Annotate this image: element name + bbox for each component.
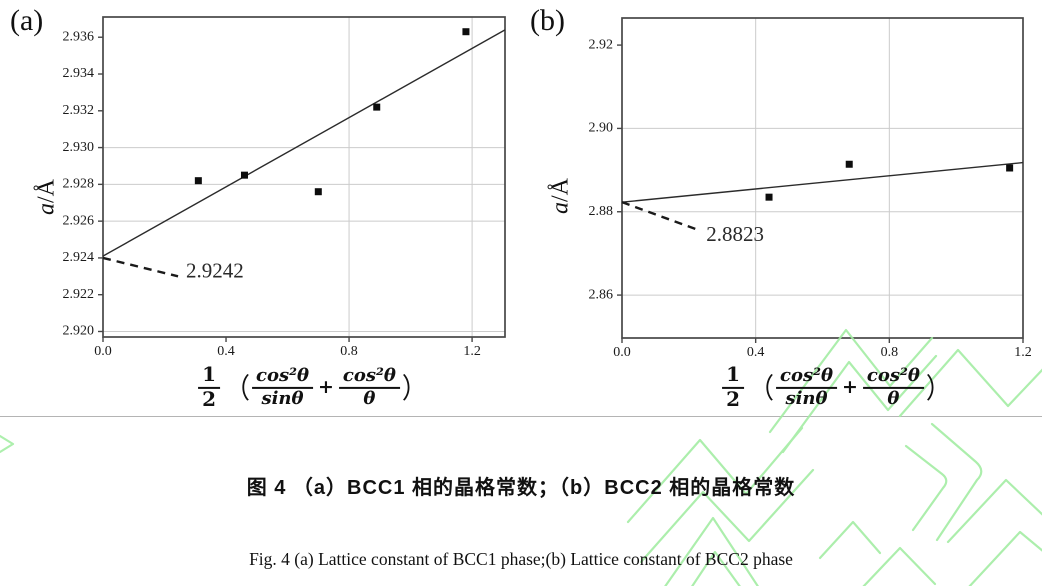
svg-text:0.4: 0.4	[747, 345, 765, 360]
y-axis-label-b-var: a	[547, 202, 574, 214]
formula-denominator-1: sinθ	[261, 387, 304, 409]
data-point-marker	[462, 28, 470, 36]
formula-numerator-2: cos²θ	[862, 366, 924, 389]
svg-text:0.0: 0.0	[94, 344, 112, 359]
formula-half-denominator: 2	[202, 386, 216, 411]
figure-caption-english: Fig. 4 (a) Lattice constant of BCC1 phas…	[249, 549, 793, 569]
svg-text:2.92: 2.92	[589, 37, 614, 52]
svg-text:1.2: 1.2	[1014, 345, 1032, 360]
formula-half-denominator: 2	[726, 386, 740, 411]
svg-text:2.926: 2.926	[63, 213, 95, 228]
page-divider-line	[0, 416, 1042, 417]
formula-plus-sign: +	[318, 376, 334, 398]
data-point-marker	[845, 160, 853, 168]
data-point-marker	[240, 171, 248, 179]
data-point-marker	[194, 177, 202, 185]
figure-caption-chinese: 图 4 （a）BCC1 相的晶格常数；（b）BCC2 相的晶格常数	[246, 477, 796, 499]
formula-numerator-1: cos²θ	[776, 366, 837, 389]
svg-text:2.922: 2.922	[63, 287, 95, 302]
data-point-marker	[1006, 164, 1014, 172]
data-point-marker	[765, 193, 773, 201]
formula-numerator-2: cos²θ	[338, 366, 400, 389]
svg-text:2.920: 2.920	[63, 324, 95, 339]
formula-denominator-2: θ	[363, 387, 376, 409]
formula-denominator-1: sinθ	[785, 387, 828, 409]
svg-text:1.2: 1.2	[463, 344, 481, 359]
formula-half-numerator: 1	[198, 363, 220, 389]
formula-plus-sign: +	[842, 376, 858, 398]
svg-text:2.90: 2.90	[589, 121, 614, 136]
formula-open-paren: （	[748, 372, 774, 405]
y-axis-label-a-unit: /Å	[33, 179, 60, 203]
formula-denominator-2: θ	[887, 387, 900, 409]
y-axis-label-b-unit: /Å	[547, 178, 574, 202]
svg-text:2.934: 2.934	[63, 66, 95, 81]
chart-panel-b: 0.0 0.4 0.8 1.2 2.86 2.88 2.90 2.92 2.8823	[589, 17, 1032, 360]
svg-text:2.88: 2.88	[589, 204, 614, 219]
chart-panel-a: 0.0 0.4 0.8 1.2 2.920 2.922 2.924 2.926 2.928 2.9…	[63, 16, 506, 359]
svg-text:2.86: 2.86	[589, 287, 614, 302]
formula-half-numerator: 1	[722, 363, 744, 389]
svg-text:2.928: 2.928	[63, 177, 95, 192]
data-point-marker	[314, 188, 322, 196]
svg-text:2.930: 2.930	[63, 140, 95, 155]
panel-letter-b: (b)	[530, 4, 565, 37]
y-axis-label-a: a/Å	[34, 179, 61, 215]
intercept-annotation: 2.9242	[186, 258, 244, 282]
svg-text:0.4: 0.4	[217, 344, 235, 359]
formula-close-paren: ）	[925, 372, 951, 405]
intercept-annotation: 2.8823	[706, 222, 764, 246]
y-axis-label-b: a/Å	[548, 178, 575, 214]
formula-open-paren: （	[224, 372, 250, 405]
svg-text:0.8: 0.8	[340, 344, 358, 359]
svg-text:2.924: 2.924	[63, 250, 95, 265]
data-point-marker	[373, 103, 381, 111]
y-axis-label-a-var: a	[33, 203, 60, 215]
svg-text:2.932: 2.932	[63, 103, 95, 118]
formula-numerator-1: cos²θ	[252, 366, 313, 389]
svg-text:2.936: 2.936	[63, 29, 95, 44]
panel-letter-a: (a)	[10, 4, 44, 37]
svg-text:0.0: 0.0	[613, 345, 631, 360]
charts-canvas: 0.0 0.4 0.8 1.2 2.920 2.922 2.924 2.926 2.928 2.9…	[63, 16, 1032, 360]
svg-text:0.8: 0.8	[881, 345, 899, 360]
formula-close-paren: ）	[401, 372, 427, 405]
